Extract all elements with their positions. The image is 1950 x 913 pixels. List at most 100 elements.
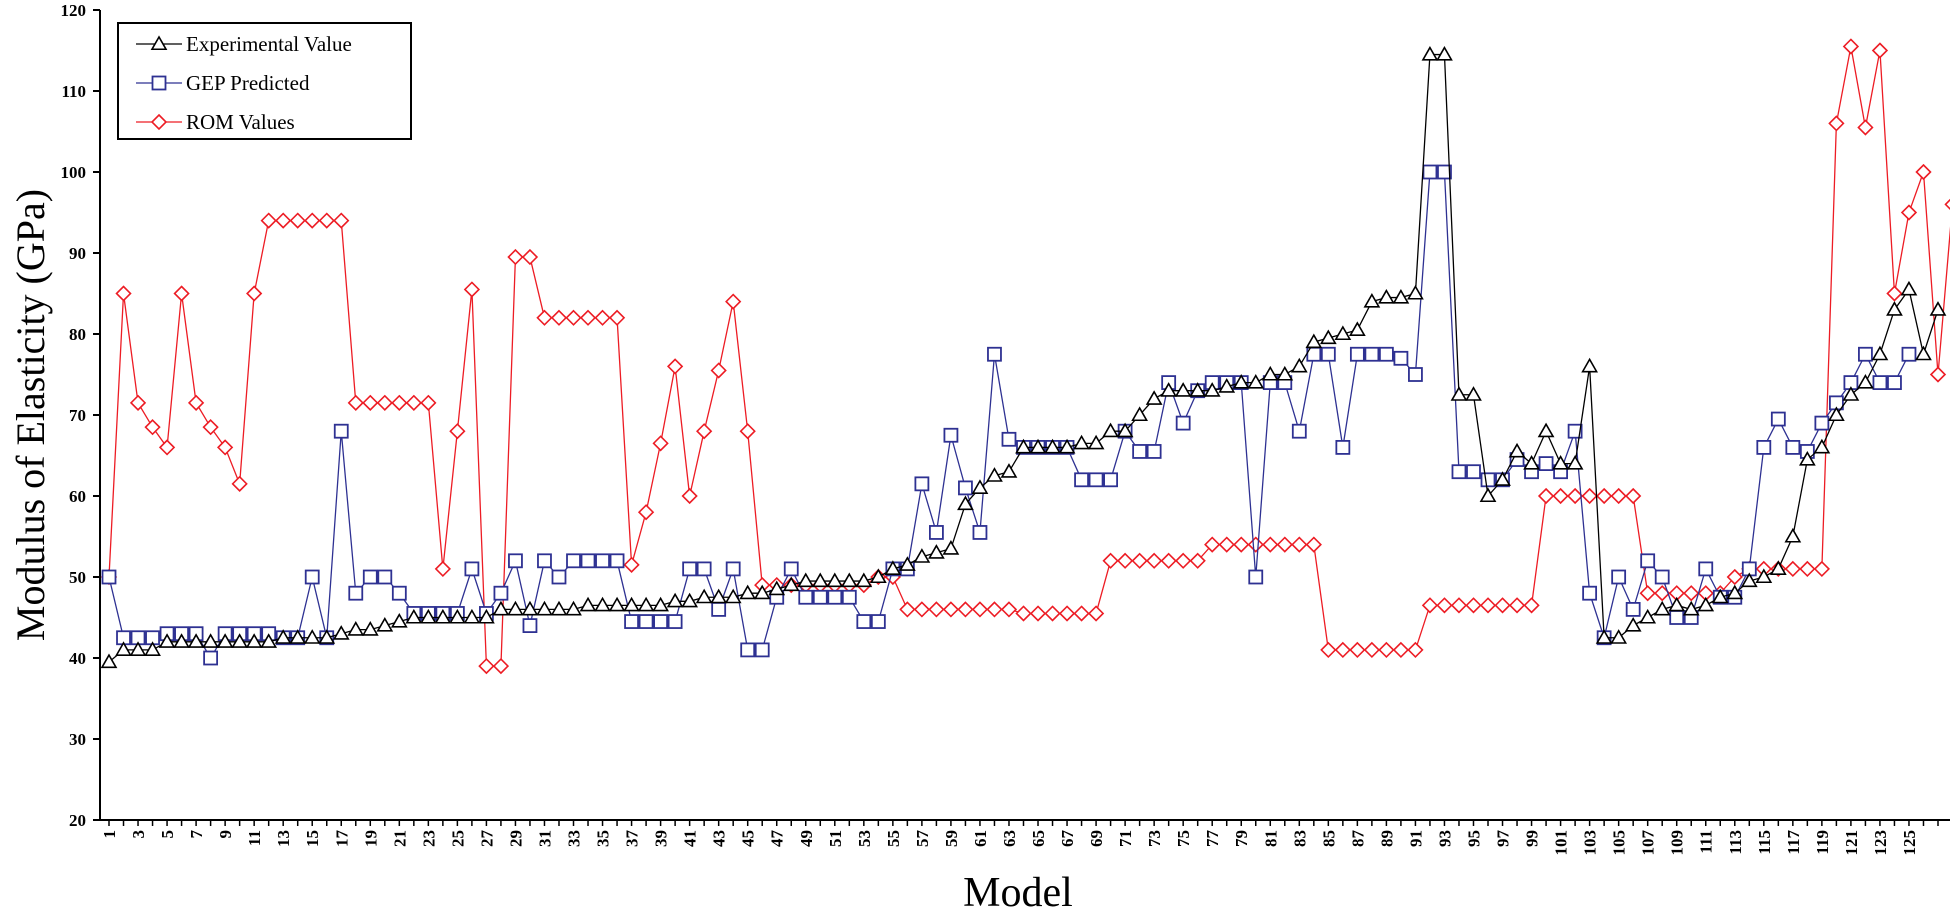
rom-point xyxy=(1378,641,1395,659)
rom-point xyxy=(391,394,408,411)
experimental-point xyxy=(608,596,626,612)
x-tick-label: 109 xyxy=(1668,830,1687,856)
x-tick-label: 125 xyxy=(1900,830,1919,856)
rom-point xyxy=(1610,487,1627,505)
rom-point xyxy=(608,309,626,326)
gep-point xyxy=(841,589,857,605)
x-tick-label: 117 xyxy=(1784,830,1803,855)
legend-label-gep: GEP Predicted xyxy=(186,71,310,95)
gep-point xyxy=(987,346,1002,362)
experimental-point xyxy=(144,641,161,656)
gep-point xyxy=(929,525,944,540)
x-tick-label: 95 xyxy=(1464,830,1483,847)
experimental-point xyxy=(449,608,466,624)
experimental-point xyxy=(565,600,582,616)
rom-point xyxy=(971,601,989,618)
gep-point xyxy=(1669,610,1685,625)
gep-point xyxy=(740,642,756,658)
rom-point xyxy=(507,248,524,266)
y-tick-label: 100 xyxy=(61,163,87,182)
experimental-point xyxy=(782,576,800,592)
x-tick-label: 7 xyxy=(187,830,206,839)
experimental-point xyxy=(1319,329,1337,345)
experimental-point xyxy=(1479,487,1497,503)
experimental-point xyxy=(1639,608,1657,624)
experimental-point xyxy=(289,629,307,644)
experimental-point xyxy=(957,495,974,511)
experimental-point xyxy=(521,600,539,616)
experimental-point xyxy=(623,596,640,612)
experimental-point xyxy=(666,592,684,608)
rom-point xyxy=(696,423,713,440)
experimental-point xyxy=(1900,280,1918,296)
rom-point xyxy=(1407,641,1424,659)
experimental-point xyxy=(855,572,873,588)
experimental-point xyxy=(826,572,844,588)
legend-label-rom: ROM Values xyxy=(186,110,295,134)
experimental-point xyxy=(1290,357,1308,373)
x-tick-label: 27 xyxy=(477,830,496,848)
rom-point xyxy=(1291,536,1308,553)
x-tick-label: 121 xyxy=(1842,830,1861,856)
x-tick-label: 99 xyxy=(1523,830,1542,847)
experimental-point xyxy=(1813,438,1831,454)
experimental-point xyxy=(1058,438,1076,454)
x-tick-label: 61 xyxy=(971,830,990,847)
x-tick-label: 47 xyxy=(768,830,787,848)
gep-point xyxy=(1872,375,1888,391)
rom-point xyxy=(1915,163,1932,181)
rom-point xyxy=(1581,487,1598,505)
x-tick-label: 65 xyxy=(1029,830,1048,847)
gep-point xyxy=(101,569,117,585)
gep-line xyxy=(108,171,1910,660)
gep-point xyxy=(1582,585,1598,601)
experimental-point xyxy=(594,596,611,612)
gep-point xyxy=(464,561,480,577)
experimental-point xyxy=(1232,373,1250,389)
gep-point xyxy=(1887,375,1902,391)
legend-square-icon xyxy=(151,75,167,91)
experimental-point xyxy=(739,584,757,600)
rom-point xyxy=(333,212,350,229)
gep-point xyxy=(1422,164,1438,180)
x-tick-label: 43 xyxy=(710,830,729,847)
gep-point xyxy=(1088,472,1104,488)
experimental-point xyxy=(1102,422,1119,438)
experimental-point xyxy=(1508,442,1526,458)
y-tick-label: 60 xyxy=(69,487,86,506)
gep-point xyxy=(856,614,872,629)
experimental-point xyxy=(1740,572,1758,588)
gep-point xyxy=(812,589,828,605)
experimental-point xyxy=(216,633,234,648)
rom-point xyxy=(1784,560,1801,578)
x-tick-label: 5 xyxy=(158,830,177,839)
rom-point xyxy=(1000,601,1018,618)
experimental-point xyxy=(1247,373,1265,389)
experimental-point xyxy=(376,616,394,632)
x-tick-label: 81 xyxy=(1261,830,1280,847)
rom-point xyxy=(623,556,640,573)
experimental-point xyxy=(1203,382,1221,397)
rom-point xyxy=(1349,641,1366,659)
gep-point xyxy=(1480,472,1496,488)
x-tick-label: 107 xyxy=(1639,830,1658,856)
experimental-point xyxy=(1595,629,1613,644)
experimental-point xyxy=(158,633,176,648)
x-axis-ticks: 1 3 5 7 9 11 13 15 17 19 21 23 25 27 29 31 33 35 37 39 41 43 4… xyxy=(100,820,1939,856)
gep-point xyxy=(1364,346,1380,362)
rom-point xyxy=(681,487,698,505)
gep-point xyxy=(1320,346,1336,362)
x-axis-title: Model xyxy=(963,870,1073,913)
experimental-point xyxy=(1073,434,1090,450)
gep-point xyxy=(725,561,741,577)
gep-point xyxy=(377,569,393,585)
y-tick-label: 50 xyxy=(69,568,86,587)
gep-point xyxy=(827,589,843,605)
x-tick-label: 33 xyxy=(565,830,584,847)
experimental-point xyxy=(1305,333,1323,349)
experimental-point xyxy=(1116,422,1134,438)
experimental-point xyxy=(1407,284,1424,300)
x-tick-label: 69 xyxy=(1087,830,1106,847)
rom-point xyxy=(1450,597,1468,614)
rom-point xyxy=(1131,552,1148,569)
